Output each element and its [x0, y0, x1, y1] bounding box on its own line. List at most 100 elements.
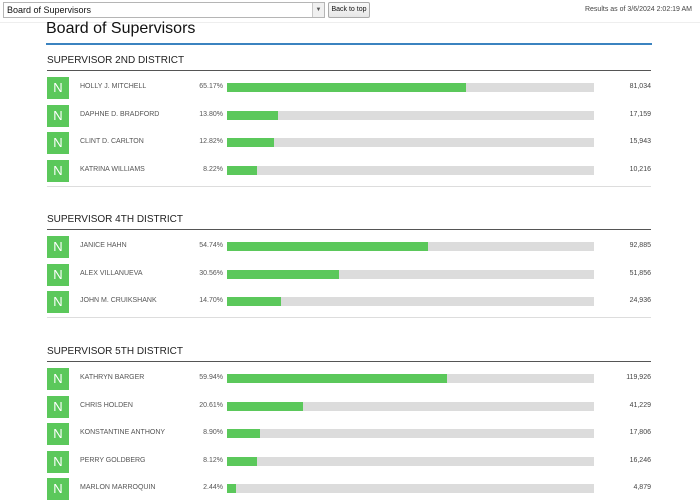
party-badge: N — [47, 104, 69, 127]
contest-title-divider — [47, 229, 651, 230]
candidate-row: N CLINT D. CARLTON 12.82% 15,943 — [47, 132, 651, 154]
candidate-row: N JOHN M. CRUIKSHANK 14.70% 24,936 — [47, 291, 651, 313]
candidate-name: CLINT D. CARLTON — [80, 138, 144, 145]
candidate-row: N DAPHNE D. BRADFORD 13.80% 17,159 — [47, 104, 651, 127]
vote-bar-track — [227, 429, 594, 438]
vote-count: 51,856 — [629, 269, 651, 277]
contest-select-value: Board of Supervisors — [7, 5, 92, 15]
vote-bar-fill — [227, 83, 467, 92]
title-divider — [46, 43, 652, 45]
vote-bar-fill — [227, 269, 340, 279]
candidate-name: ALEX VILLANUEVA — [80, 269, 143, 277]
vote-percent: 30.56% — [199, 269, 223, 277]
vote-bar-fill — [227, 484, 236, 493]
vote-count: 92,885 — [629, 242, 651, 249]
vote-percent: 8.22% — [203, 165, 223, 173]
vote-bar-track — [227, 110, 594, 120]
contest-select[interactable]: Board of Supervisors ▼ — [3, 2, 325, 18]
candidate-name: DAPHNE D. BRADFORD — [80, 110, 160, 118]
party-badge: N — [47, 236, 69, 258]
vote-bar-fill — [227, 456, 257, 466]
vote-percent: 65.17% — [199, 83, 223, 90]
vote-percent: 8.12% — [203, 456, 223, 464]
vote-bar-fill — [227, 297, 281, 306]
candidate-row: N KATRINA WILLIAMS 8.22% 10,216 — [47, 159, 651, 182]
vote-count: 4,879 — [633, 484, 651, 491]
party-badge: N — [47, 132, 69, 154]
vote-count: 16,246 — [629, 456, 651, 464]
contest-title: SUPERVISOR 4TH DISTRICT — [47, 214, 183, 225]
vote-bar-fill — [227, 429, 260, 438]
candidate-name: KATHRYN BARGER — [80, 374, 145, 381]
vote-percent: 12.82% — [199, 138, 223, 145]
candidate-row: N KONSTANTINE ANTHONY 8.90% 17,806 — [47, 423, 651, 445]
party-badge: N — [47, 291, 69, 313]
contest-title: SUPERVISOR 5TH DISTRICT — [47, 346, 183, 357]
candidate-name: PERRY GOLDBERG — [80, 456, 146, 464]
vote-bar-fill — [227, 110, 278, 120]
candidate-row: N MARLON MARROQUIN 2.44% 4,879 — [47, 478, 651, 500]
vote-count: 10,216 — [629, 165, 651, 173]
candidate-name: JANICE HAHN — [80, 242, 127, 249]
chevron-down-icon[interactable]: ▼ — [312, 3, 324, 17]
vote-bar-track — [227, 269, 594, 279]
vote-bar-fill — [227, 374, 447, 383]
back-to-top-button[interactable]: Back to top — [328, 2, 370, 18]
vote-bar-track — [227, 484, 594, 493]
vote-bar-track — [227, 83, 594, 92]
contest-title: SUPERVISOR 2ND DISTRICT — [47, 55, 185, 66]
vote-percent: 8.90% — [203, 429, 223, 436]
vote-percent: 13.80% — [199, 110, 223, 118]
vote-bar-fill — [227, 138, 275, 147]
vote-count: 24,936 — [629, 297, 651, 304]
vote-percent: 2.44% — [203, 484, 223, 491]
candidate-name: CHRIS HOLDEN — [80, 401, 133, 409]
candidate-row: N KATHRYN BARGER 59.94% 119,926 — [47, 368, 651, 390]
vote-percent: 54.74% — [199, 242, 223, 249]
party-badge: N — [47, 263, 69, 286]
vote-count: 17,159 — [629, 110, 651, 118]
vote-percent: 20.61% — [199, 401, 223, 409]
contest-end-divider — [47, 185, 651, 187]
vote-bar-fill — [227, 242, 428, 251]
vote-bar-fill — [227, 401, 303, 411]
vote-bar-track — [227, 297, 594, 306]
contest-end-divider — [47, 317, 651, 318]
vote-count: 81,034 — [629, 83, 651, 90]
candidate-name: MARLON MARROQUIN — [80, 484, 156, 491]
vote-bar-track — [227, 165, 594, 175]
vote-bar-track — [227, 138, 594, 147]
vote-bar-track — [227, 456, 594, 466]
vote-bar-fill — [227, 165, 258, 175]
page-title: Board of Supervisors — [46, 20, 196, 37]
candidate-row: N PERRY GOLDBERG 8.12% 16,246 — [47, 450, 651, 473]
candidate-row: N HOLLY J. MITCHELL 65.17% 81,034 — [47, 77, 651, 99]
results-timestamp: Results as of 3/6/2024 2:02:19 AM — [584, 6, 692, 13]
candidate-name: JOHN M. CRUIKSHANK — [80, 297, 157, 304]
contest-title-divider — [47, 361, 651, 362]
vote-percent: 59.94% — [199, 374, 223, 381]
top-toolbar: Board of Supervisors ▼ Back to top Resul… — [0, 0, 700, 23]
vote-bar-track — [227, 242, 594, 251]
party-badge: N — [47, 478, 69, 500]
vote-count: 15,943 — [629, 138, 651, 145]
vote-percent: 14.70% — [199, 297, 223, 304]
contest-title-divider — [47, 70, 651, 71]
party-badge: N — [47, 450, 69, 473]
candidate-name: KATRINA WILLIAMS — [80, 165, 145, 173]
candidate-name: KONSTANTINE ANTHONY — [80, 429, 166, 436]
party-badge: N — [47, 77, 69, 99]
party-badge: N — [47, 368, 69, 390]
vote-count: 41,229 — [629, 401, 651, 409]
candidate-row: N CHRIS HOLDEN 20.61% 41,229 — [47, 395, 651, 418]
candidate-name: HOLLY J. MITCHELL — [80, 83, 147, 90]
party-badge: N — [47, 159, 69, 182]
party-badge: N — [47, 395, 69, 418]
vote-count: 119,926 — [626, 374, 651, 381]
vote-count: 17,806 — [629, 429, 651, 436]
vote-bar-track — [227, 374, 594, 383]
candidate-row: N JANICE HAHN 54.74% 92,885 — [47, 236, 651, 258]
party-badge: N — [47, 423, 69, 445]
candidate-row: N ALEX VILLANUEVA 30.56% 51,856 — [47, 263, 651, 286]
vote-bar-track — [227, 401, 594, 411]
